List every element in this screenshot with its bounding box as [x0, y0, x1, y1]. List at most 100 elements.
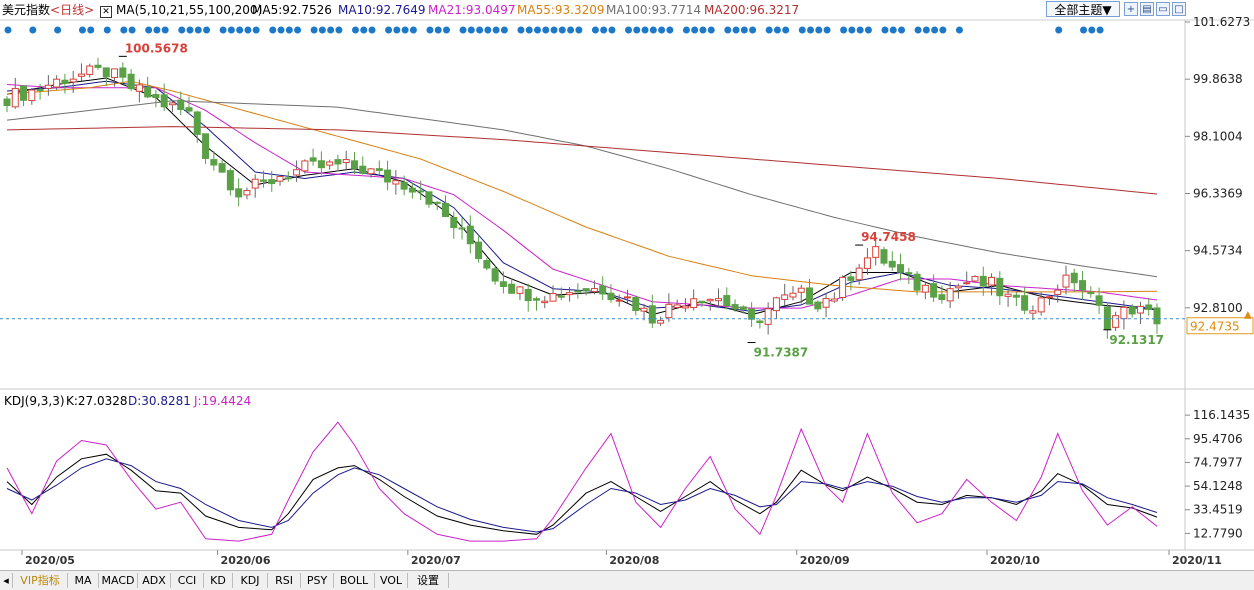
candle-body — [425, 191, 433, 205]
tab-psy[interactable]: PSY — [301, 573, 334, 588]
signal-dot — [914, 26, 922, 34]
candle-body — [1136, 305, 1144, 314]
candle-body — [830, 298, 838, 302]
signal-dot — [1088, 26, 1096, 34]
tab-kd[interactable]: KD — [204, 573, 233, 588]
candle-body — [508, 283, 516, 294]
candle-body — [1079, 280, 1087, 291]
signal-dot — [542, 26, 550, 34]
tab-cci[interactable]: CCI — [171, 573, 204, 588]
signal-dot — [186, 26, 194, 34]
ma5-value: MA5:92.7526 — [252, 3, 332, 17]
signal-dot — [691, 26, 699, 34]
signal-dot — [29, 26, 37, 34]
candle-body — [590, 288, 598, 293]
tab-macd[interactable]: MACD — [99, 573, 138, 588]
signal-dot — [666, 26, 674, 34]
candle-body — [739, 306, 747, 310]
signal-dot — [649, 26, 657, 34]
ma200-line — [6, 126, 1158, 195]
candle-body — [863, 257, 871, 269]
period-label[interactable]: <日线> — [50, 3, 95, 17]
candle-body — [284, 177, 292, 180]
signal-dot — [955, 26, 963, 34]
tab-kdj[interactable]: KDJ — [233, 573, 268, 588]
candle-body — [28, 89, 36, 102]
signal-dot — [393, 26, 401, 34]
instrument-name: 美元指数 — [2, 3, 51, 17]
candle-body — [1062, 274, 1070, 288]
signal-dot — [707, 26, 715, 34]
candle-body — [781, 294, 789, 300]
tab-boll[interactable]: BOLL — [334, 573, 375, 588]
price-tick-label: 92.8100 — [1193, 301, 1243, 315]
minimize-icon[interactable]: ▭ — [1156, 2, 1170, 16]
signal-dot — [608, 26, 616, 34]
signal-dot — [87, 26, 95, 34]
candle-body — [665, 303, 673, 319]
candle-body — [185, 107, 193, 112]
signal-dot — [724, 26, 732, 34]
signal-dot — [898, 26, 906, 34]
layout-icon[interactable]: ▤ — [1140, 2, 1154, 16]
signal-dot — [128, 26, 136, 34]
candle-body — [408, 187, 416, 193]
candle-body — [1095, 295, 1103, 306]
signal-dot — [153, 26, 161, 34]
signal-dot — [434, 26, 442, 34]
candle-body — [268, 179, 276, 185]
candle-body — [334, 159, 342, 165]
signal-dot — [600, 26, 608, 34]
theme-dropdown[interactable]: 全部主题▼ — [1046, 1, 1120, 17]
candle-body — [1145, 304, 1153, 310]
signal-dot — [327, 26, 335, 34]
candle-body — [400, 181, 408, 190]
signal-dot — [773, 26, 781, 34]
candle-body — [226, 170, 234, 191]
candle-body — [988, 276, 996, 286]
candle-body — [309, 157, 317, 162]
candle-body — [888, 260, 896, 268]
candle-body — [210, 159, 218, 166]
tab-adx[interactable]: ADX — [138, 573, 171, 588]
signal-dot — [54, 26, 62, 34]
date-axis: 2020/05 2020/06 2020/07 2020/08 2020/09 2020/… — [21, 550, 1222, 567]
price-tick-label: 101.6273 — [1193, 15, 1250, 29]
kdj-tick-label: 116.1435 — [1193, 408, 1250, 422]
maximize-icon[interactable]: □ — [1172, 2, 1186, 16]
tab-rsi[interactable]: RSI — [268, 573, 301, 588]
signal-dot — [922, 26, 930, 34]
signal-dot — [194, 26, 202, 34]
kdj-d-value: D:30.8281 — [128, 394, 191, 408]
signal-dot — [203, 26, 211, 34]
candle-body — [61, 79, 69, 84]
tab-vip[interactable]: VIP指标 — [13, 573, 68, 588]
signal-dot — [807, 26, 815, 34]
tab-vol[interactable]: VOL — [375, 573, 408, 588]
candle-body — [160, 94, 168, 108]
candle-body — [789, 292, 797, 298]
signal-dot — [740, 26, 748, 34]
candle-body — [1021, 295, 1029, 311]
candle-body — [574, 290, 582, 293]
candle-body — [36, 89, 44, 92]
candle-body — [549, 293, 557, 302]
candle-body — [499, 281, 507, 287]
candle-body — [640, 307, 648, 312]
candle-body — [921, 284, 929, 293]
ma-checkbox-icon[interactable]: ✕ — [100, 2, 112, 18]
candle-body — [417, 190, 425, 193]
tab-scroll-arrow[interactable]: ◂ — [0, 573, 13, 588]
candle-body — [1087, 292, 1095, 295]
kdj-k-line — [6, 453, 1158, 535]
signal-dot — [558, 26, 566, 34]
signal-dot — [500, 26, 508, 34]
candle-body — [806, 287, 814, 305]
tab-ma[interactable]: MA — [68, 573, 99, 588]
signal-dot — [682, 26, 690, 34]
signal-dot — [633, 26, 641, 34]
tab-settings[interactable]: 设置 — [408, 573, 449, 588]
signal-dot — [699, 26, 707, 34]
zoom-in-icon[interactable]: + — [1124, 2, 1138, 16]
signal-dot — [889, 26, 897, 34]
